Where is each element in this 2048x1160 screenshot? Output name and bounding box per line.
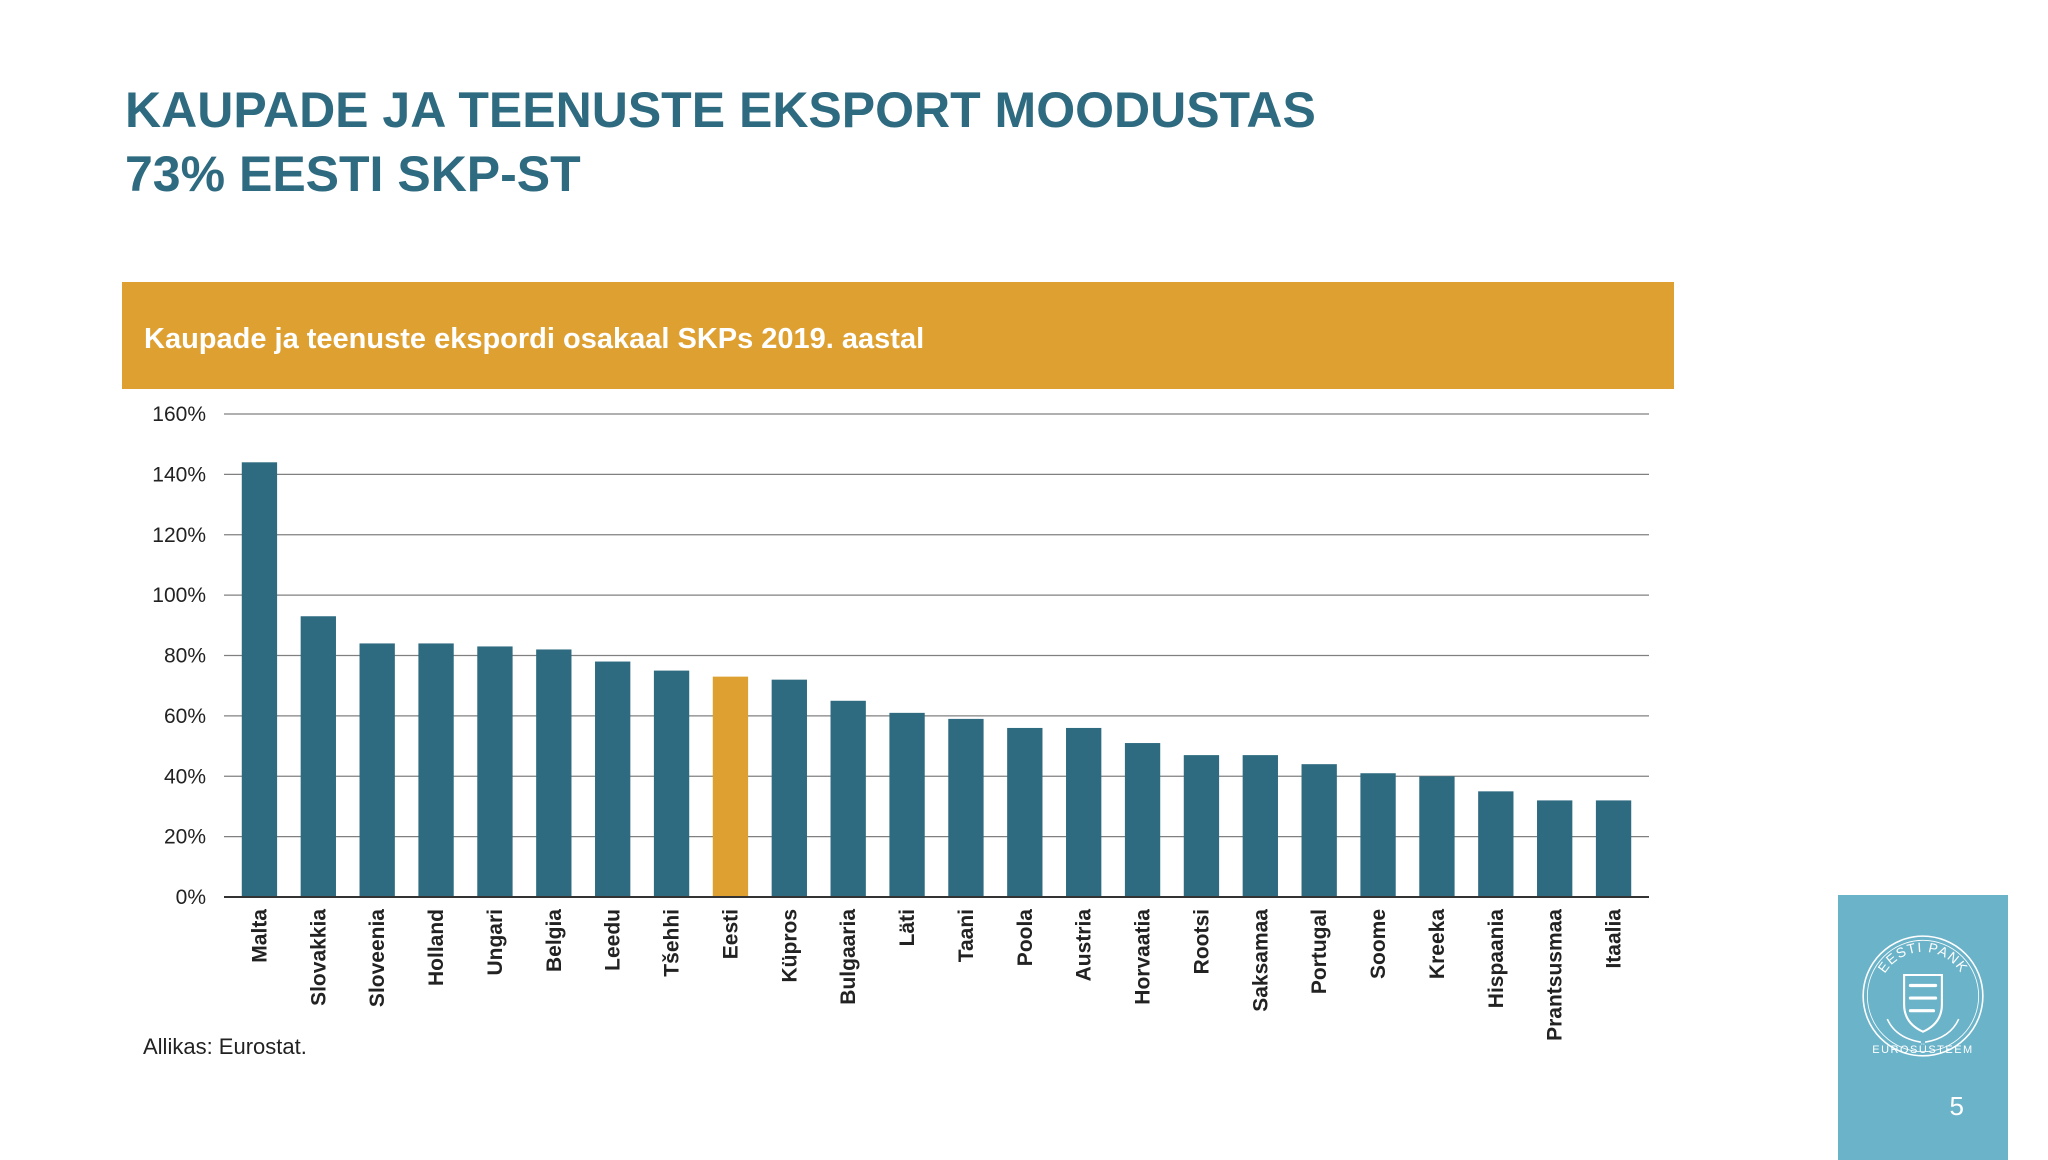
y-tick-label: 40% [164,765,206,788]
bar-portugal [1301,764,1337,897]
bar-kreeka [1419,776,1455,897]
slide-title-line-1: KAUPADE JA TEENUSTE EKSPORT MOODUSTAS [125,82,1316,138]
bar-soome [1360,773,1396,897]
category-label: Küpros [778,909,801,983]
bar-küpros [771,679,807,897]
y-tick-label: 80% [164,645,206,668]
bars [241,462,1632,897]
category-label: Belgia [543,909,566,972]
category-label: Soome [1367,909,1390,979]
brand-panel: EESTI PANK EUROSÜSTEEM 5 [1838,895,2008,1160]
bar-rootsi [1183,755,1220,897]
category-label: Austria [1073,909,1096,982]
bar-malta [241,462,278,897]
bar-sloveenia [359,643,395,897]
source-note: Allikas: Eurostat. [143,1034,307,1059]
category-label: Portugal [1308,909,1331,994]
svg-text:EESTI PANK: EESTI PANK [1875,940,1971,976]
category-label: Läti [896,909,919,946]
category-label: Slovakkia [307,909,330,1006]
bar-hispaania [1478,791,1514,897]
category-label: Hispaania [1485,909,1508,1009]
logo-ring-text: EESTI PANK [1875,940,1970,976]
y-tick-label: 60% [164,705,206,728]
category-label: Sloveenia [366,909,389,1007]
category-label: Taani [955,909,978,962]
y-tick-label: 20% [164,826,206,849]
category-label: Poola [1014,909,1037,966]
gridlines [224,413,1649,838]
category-labels: Malta Slovakkia Sloveenia Holland Ungari Belg… [248,909,1625,1041]
bar-itaalia [1595,800,1632,897]
bar-leedu [595,661,631,897]
category-label: Horvaatia [1132,909,1155,1005]
bar-ungari [477,646,513,897]
bar-holland [418,643,454,897]
bar-bulgaaria [830,700,866,897]
bar-horvaatia [1124,743,1161,897]
category-label: Bulgaaria [837,909,860,1005]
chart-title: Kaupade ja teenuste ekspordi osakaal SKP… [144,323,925,355]
bar-slovakkia [300,616,336,897]
bar-prantsusmaa [1537,800,1573,897]
category-label: Tšehhi [661,909,684,977]
bar-belgia [536,649,572,897]
category-label: Prantsusmaa [1544,909,1567,1041]
category-label: Malta [248,909,271,963]
page-number: 5 [1949,1091,1964,1121]
category-label: Itaalia [1603,909,1626,969]
category-label: Ungari [484,909,507,976]
y-tick-label: 140% [152,463,206,486]
category-label: Rootsi [1190,909,1213,974]
category-label: Eesti [719,909,742,959]
category-label: Leedu [602,909,625,971]
bar-taani [948,718,984,897]
slide-title: KAUPADE JA TEENUSTE EKSPORT MOODUSTAS 73… [125,78,1625,206]
y-tick-label: 160% [152,403,206,426]
bar-eesti [712,676,749,897]
bar-saksamaa [1242,755,1278,897]
bar-austria [1066,727,1102,897]
category-label: Saksamaa [1249,909,1272,1012]
bar-tšehhi [653,670,690,897]
y-tick-label: 100% [152,584,206,607]
category-label: Kreeka [1426,909,1449,979]
chart-title-banner: Kaupade ja teenuste ekspordi osakaal SKP… [122,282,1674,389]
y-tick-label: 120% [152,524,206,547]
slide-title-line-2: 73% EESTI SKP-ST [125,146,581,202]
y-axis-tick-labels: 0% 20% 40% 60% 80% 100% 120% 140% 160% [152,403,206,909]
bar-poola [1007,727,1043,897]
eesti-pank-seal-icon: EESTI PANK [1862,935,1984,1057]
category-label: Holland [425,909,448,986]
y-tick-label: 0% [176,886,206,909]
bar-läti [889,712,925,897]
brand-caption: EUROSÜSTEEM [1872,1044,1974,1056]
